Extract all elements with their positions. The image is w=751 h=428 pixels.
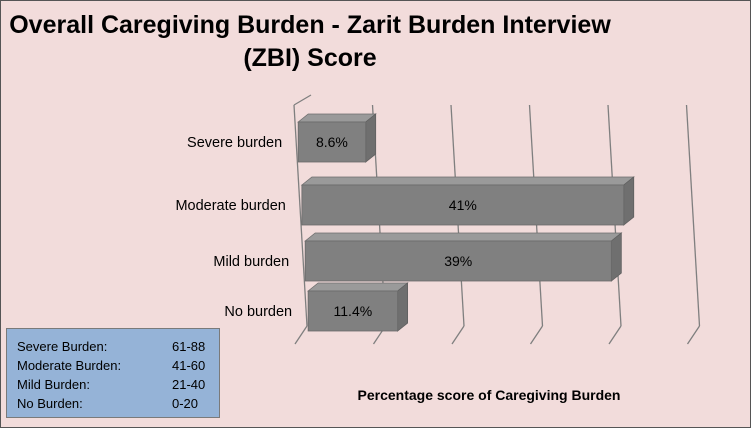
category-label: Severe burden [187, 135, 282, 151]
legend-range: 0-20 [172, 396, 199, 411]
gridline-floor [686, 325, 701, 345]
gridline-floor [529, 325, 544, 345]
bar-data-label: 39% [444, 253, 472, 269]
legend-row-moderate: Moderate Burden: 41-60 [17, 356, 219, 375]
legend-row-mild: Mild Burden: 21-40 [17, 375, 219, 394]
chart-title: Overall Caregiving Burden - Zarit Burden… [9, 11, 611, 72]
legend-range: 61-88 [172, 339, 206, 354]
legend-name: No Burden: [17, 396, 83, 411]
gridline [685, 104, 701, 327]
bar-side-face [397, 282, 409, 332]
bar-top-face [304, 232, 623, 242]
bar-side-face [365, 113, 377, 163]
axis-wall-top [293, 94, 312, 106]
legend-range: 21-40 [172, 377, 206, 392]
legend-range: 41-60 [172, 358, 206, 373]
bar-top-face [297, 113, 377, 123]
gridline [293, 104, 308, 327]
bar [301, 184, 625, 226]
gridline-floor [608, 325, 622, 345]
category-label: No burden [224, 304, 292, 320]
burden-range-legend: Severe Burden: 61-88 Moderate Burden: 41… [6, 328, 220, 418]
bar [297, 121, 367, 163]
category-label: Mild burden [213, 254, 289, 270]
legend-name: Moderate Burden: [17, 358, 122, 373]
bar [307, 290, 399, 332]
x-axis-label: Percentage score of Caregiving Burden [357, 387, 621, 403]
bar-side-face [623, 176, 635, 226]
gridline-floor [294, 325, 308, 345]
bar-top-face [306, 282, 409, 292]
bar-data-label: 8.6% [316, 134, 348, 150]
bar [304, 240, 612, 282]
bar-data-label: 41% [449, 197, 477, 213]
category-label: Moderate burden [175, 198, 285, 214]
bar-data-label: 11.4% [334, 303, 373, 319]
gridline-floor [451, 325, 465, 345]
legend-row-none: No Burden: 0-20 [17, 394, 219, 413]
bar-side-face [610, 232, 622, 282]
legend-name: Mild Burden: [17, 377, 90, 392]
bar-top-face [300, 176, 635, 186]
legend-row-severe: Severe Burden: 61-88 [17, 337, 219, 356]
legend-name: Severe Burden: [17, 339, 108, 354]
